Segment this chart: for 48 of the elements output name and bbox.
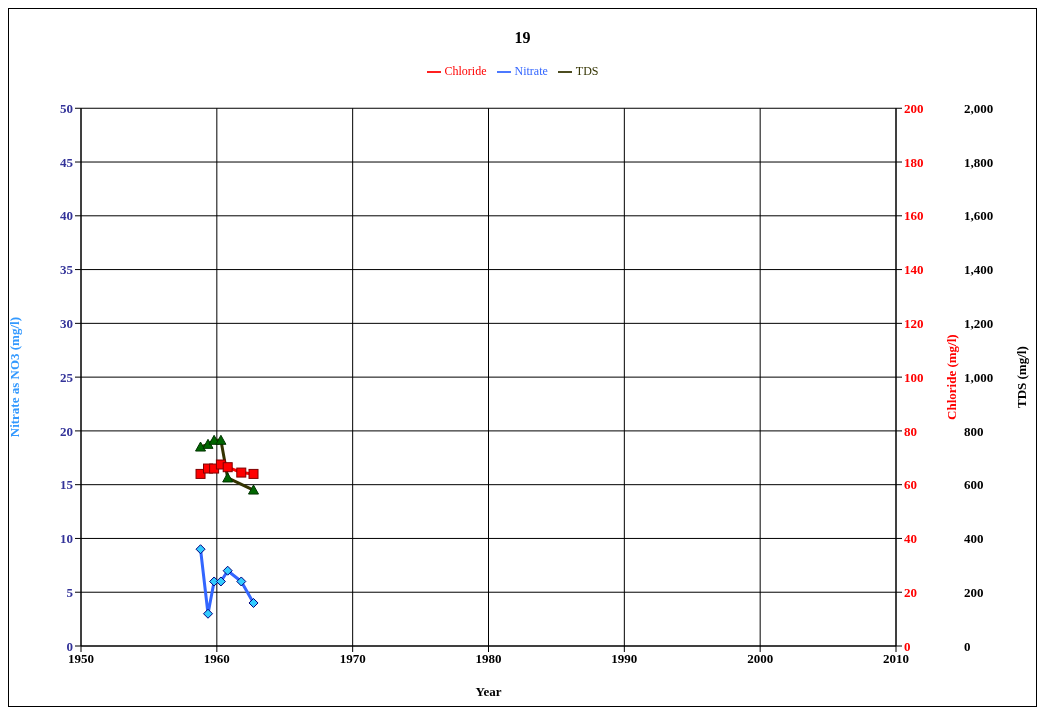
y2-tick-label: 200: [904, 100, 924, 116]
y2-tick-label: 0: [904, 638, 911, 654]
x-tick-label: 1980: [475, 651, 502, 667]
x-tick-label: 2000: [747, 651, 774, 667]
y2-tick-label: 60: [904, 477, 917, 493]
y-tick-label: 20: [60, 423, 73, 439]
x-tick-label: 1970: [339, 651, 366, 667]
y2-tick-label: 140: [904, 262, 924, 278]
y3-tick-label: 400: [964, 531, 984, 547]
legend-label: Chloride: [444, 64, 487, 78]
y3-tick-label: 1,400: [964, 262, 994, 278]
legend-label: TDS: [575, 64, 599, 78]
y3-tick-label: 2,000: [964, 100, 994, 116]
y3-tick-label: 1,000: [964, 369, 994, 385]
x-tick-label: 1950: [68, 651, 94, 667]
y-axis-title: Nitrate as NO3 (mg/l): [6, 317, 22, 438]
x-tick-label: 1990: [611, 651, 638, 667]
chart-title: 19: [513, 29, 532, 47]
y-tick-label: 5: [66, 584, 74, 600]
y-tick-label: 50: [60, 100, 73, 116]
y3-tick-label: 1,200: [964, 315, 994, 331]
y-tick-label: 40: [60, 208, 73, 224]
y-tick-label: 10: [60, 531, 73, 547]
y3-tick-label: 200: [964, 584, 984, 600]
x-tick-label: 2010: [883, 651, 909, 667]
y2-tick-label: 100: [904, 369, 924, 385]
y2-axis-title: Chloride (mg/l): [943, 334, 959, 420]
y-tick-label: 0: [66, 638, 73, 654]
y-tick-label: 25: [60, 369, 74, 385]
y2-tick-label: 20: [904, 584, 917, 600]
y-tick-label: 15: [60, 477, 74, 493]
x-tick-label: 1960: [203, 651, 230, 667]
y3-tick-label: 1,600: [964, 208, 994, 224]
y3-tick-label: 600: [964, 477, 984, 493]
x-axis-title: Year: [475, 684, 502, 699]
legend-label: Nitrate: [514, 64, 548, 78]
y2-tick-label: 160: [904, 208, 924, 224]
y3-axis-title: TDS (mg/l): [1013, 346, 1029, 408]
y2-tick-label: 40: [904, 531, 917, 547]
y-tick-label: 30: [60, 315, 73, 331]
y3-tick-label: 0: [964, 638, 971, 654]
y3-tick-label: 800: [964, 423, 984, 439]
y2-tick-label: 120: [904, 315, 924, 331]
y2-tick-label: 180: [904, 154, 924, 170]
y-tick-label: 45: [60, 154, 74, 170]
y3-tick-label: 1,800: [964, 154, 994, 170]
y2-tick-label: 80: [904, 423, 917, 439]
y-tick-label: 35: [60, 262, 74, 278]
